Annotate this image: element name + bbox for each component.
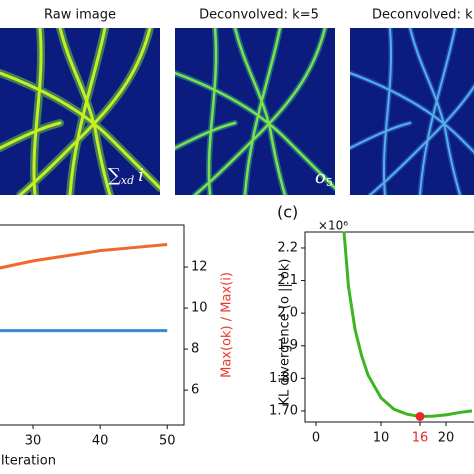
x-tick-label: 40 (92, 434, 109, 449)
y-tick-label: 2.0 (277, 306, 298, 321)
y-tick-label: 1.80 (269, 371, 298, 386)
y-tick-label: 10 (191, 301, 208, 316)
label-part: xd (121, 174, 134, 187)
y-tick-label: 8 (191, 342, 199, 357)
x-tick-label: 0 (312, 431, 320, 446)
panel-title: Deconvolved: k= (372, 8, 474, 23)
y-tick-label: 12 (191, 260, 208, 275)
label-part: o (315, 167, 326, 188)
y-tick-label: 1.9 (277, 338, 298, 353)
x-tick-label: 20 (438, 431, 455, 446)
x-tick-label: 30 (25, 434, 42, 449)
image-panel (0, 28, 160, 195)
y-axis-label: KL divergence (o || ok) (278, 259, 293, 406)
panel-label: ∑xd i (108, 165, 144, 187)
plot-frame (0, 224, 185, 426)
y-tick-label: 2.2 (277, 240, 298, 255)
plot-frame (304, 231, 474, 423)
panel-title: Raw image (44, 8, 116, 23)
panel-title: Deconvolved: k=5 (199, 8, 319, 23)
series-line (342, 231, 473, 418)
x-axis-label: Iteration (1, 454, 56, 469)
image-panel (350, 28, 474, 195)
image-panel (175, 28, 335, 195)
panel-label: (c) (277, 203, 298, 222)
panel-label: o5 (315, 167, 333, 189)
y-tick-label: 6 (191, 383, 199, 398)
label-part: i (138, 165, 144, 186)
x-tick-label: 16 (412, 431, 429, 446)
x-tick-label: 10 (373, 431, 390, 446)
highlight-point (415, 411, 425, 421)
series-line (0, 242, 168, 270)
x-tick-label: 50 (159, 434, 176, 449)
y2-axis-label: Max(ok) / Max(i) (220, 272, 235, 378)
charts: 30 40 50 6 8 10 12 Iteration Max(ok) / Max(i) 0 10… (0, 203, 474, 469)
label-part: ∑ (108, 165, 121, 186)
y-tick-label: 1.70 (269, 403, 298, 418)
y-offset: ×10⁶ (318, 219, 348, 233)
label-part: 5 (326, 176, 333, 189)
y-tick-label: 2.1 (277, 273, 298, 288)
